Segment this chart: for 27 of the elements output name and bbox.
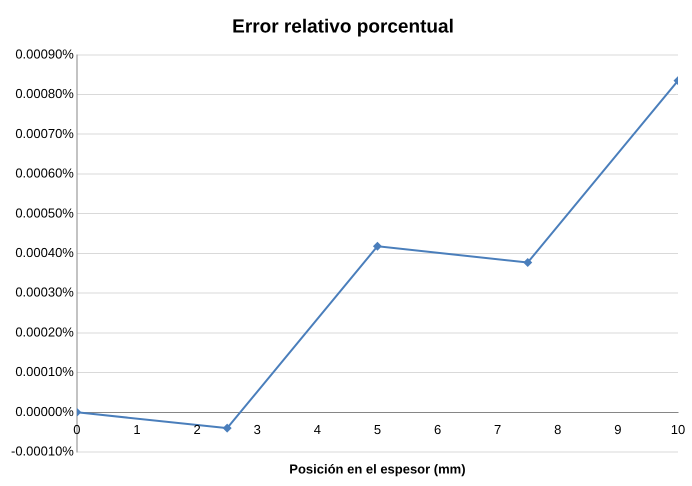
x-tick-label: 5 xyxy=(374,422,382,437)
x-tick-label: 0 xyxy=(73,422,80,437)
y-tick-label: 0.00040% xyxy=(15,244,74,260)
x-tick-label: 9 xyxy=(614,422,622,437)
y-tick-label: 0.00060% xyxy=(15,166,74,181)
x-tick-label: 7 xyxy=(494,422,502,437)
chart-title: Error relativo porcentual xyxy=(232,16,454,38)
y-tick-label: 0.00070% xyxy=(15,126,74,141)
x-tick-label: 3 xyxy=(254,422,261,437)
y-tick-label: -0.00010% xyxy=(10,444,74,459)
x-tick-label: 10 xyxy=(670,422,686,437)
point xyxy=(372,242,382,251)
x-tick-label: 8 xyxy=(554,422,562,437)
y-tick-label: 0.00050% xyxy=(15,205,74,220)
y-tick-label: 0.00090% xyxy=(15,46,74,62)
y-tick-label: 0.00000% xyxy=(15,404,74,419)
y-tick-label: 0.00010% xyxy=(15,364,74,380)
x-tick-label: 4 xyxy=(314,422,321,437)
y-tick-label: 0.00080% xyxy=(15,86,74,102)
point xyxy=(222,424,232,433)
y-tick-label: 0.00020% xyxy=(15,324,74,340)
x-tick-label: 1 xyxy=(133,422,141,437)
x-tick-label: 2 xyxy=(193,422,201,437)
point xyxy=(523,258,532,268)
x-tick-label: 6 xyxy=(434,422,442,437)
y-tick-label: 0.00030% xyxy=(15,284,74,300)
x-axis-title: Posición en el espesor (mm) xyxy=(289,462,466,477)
